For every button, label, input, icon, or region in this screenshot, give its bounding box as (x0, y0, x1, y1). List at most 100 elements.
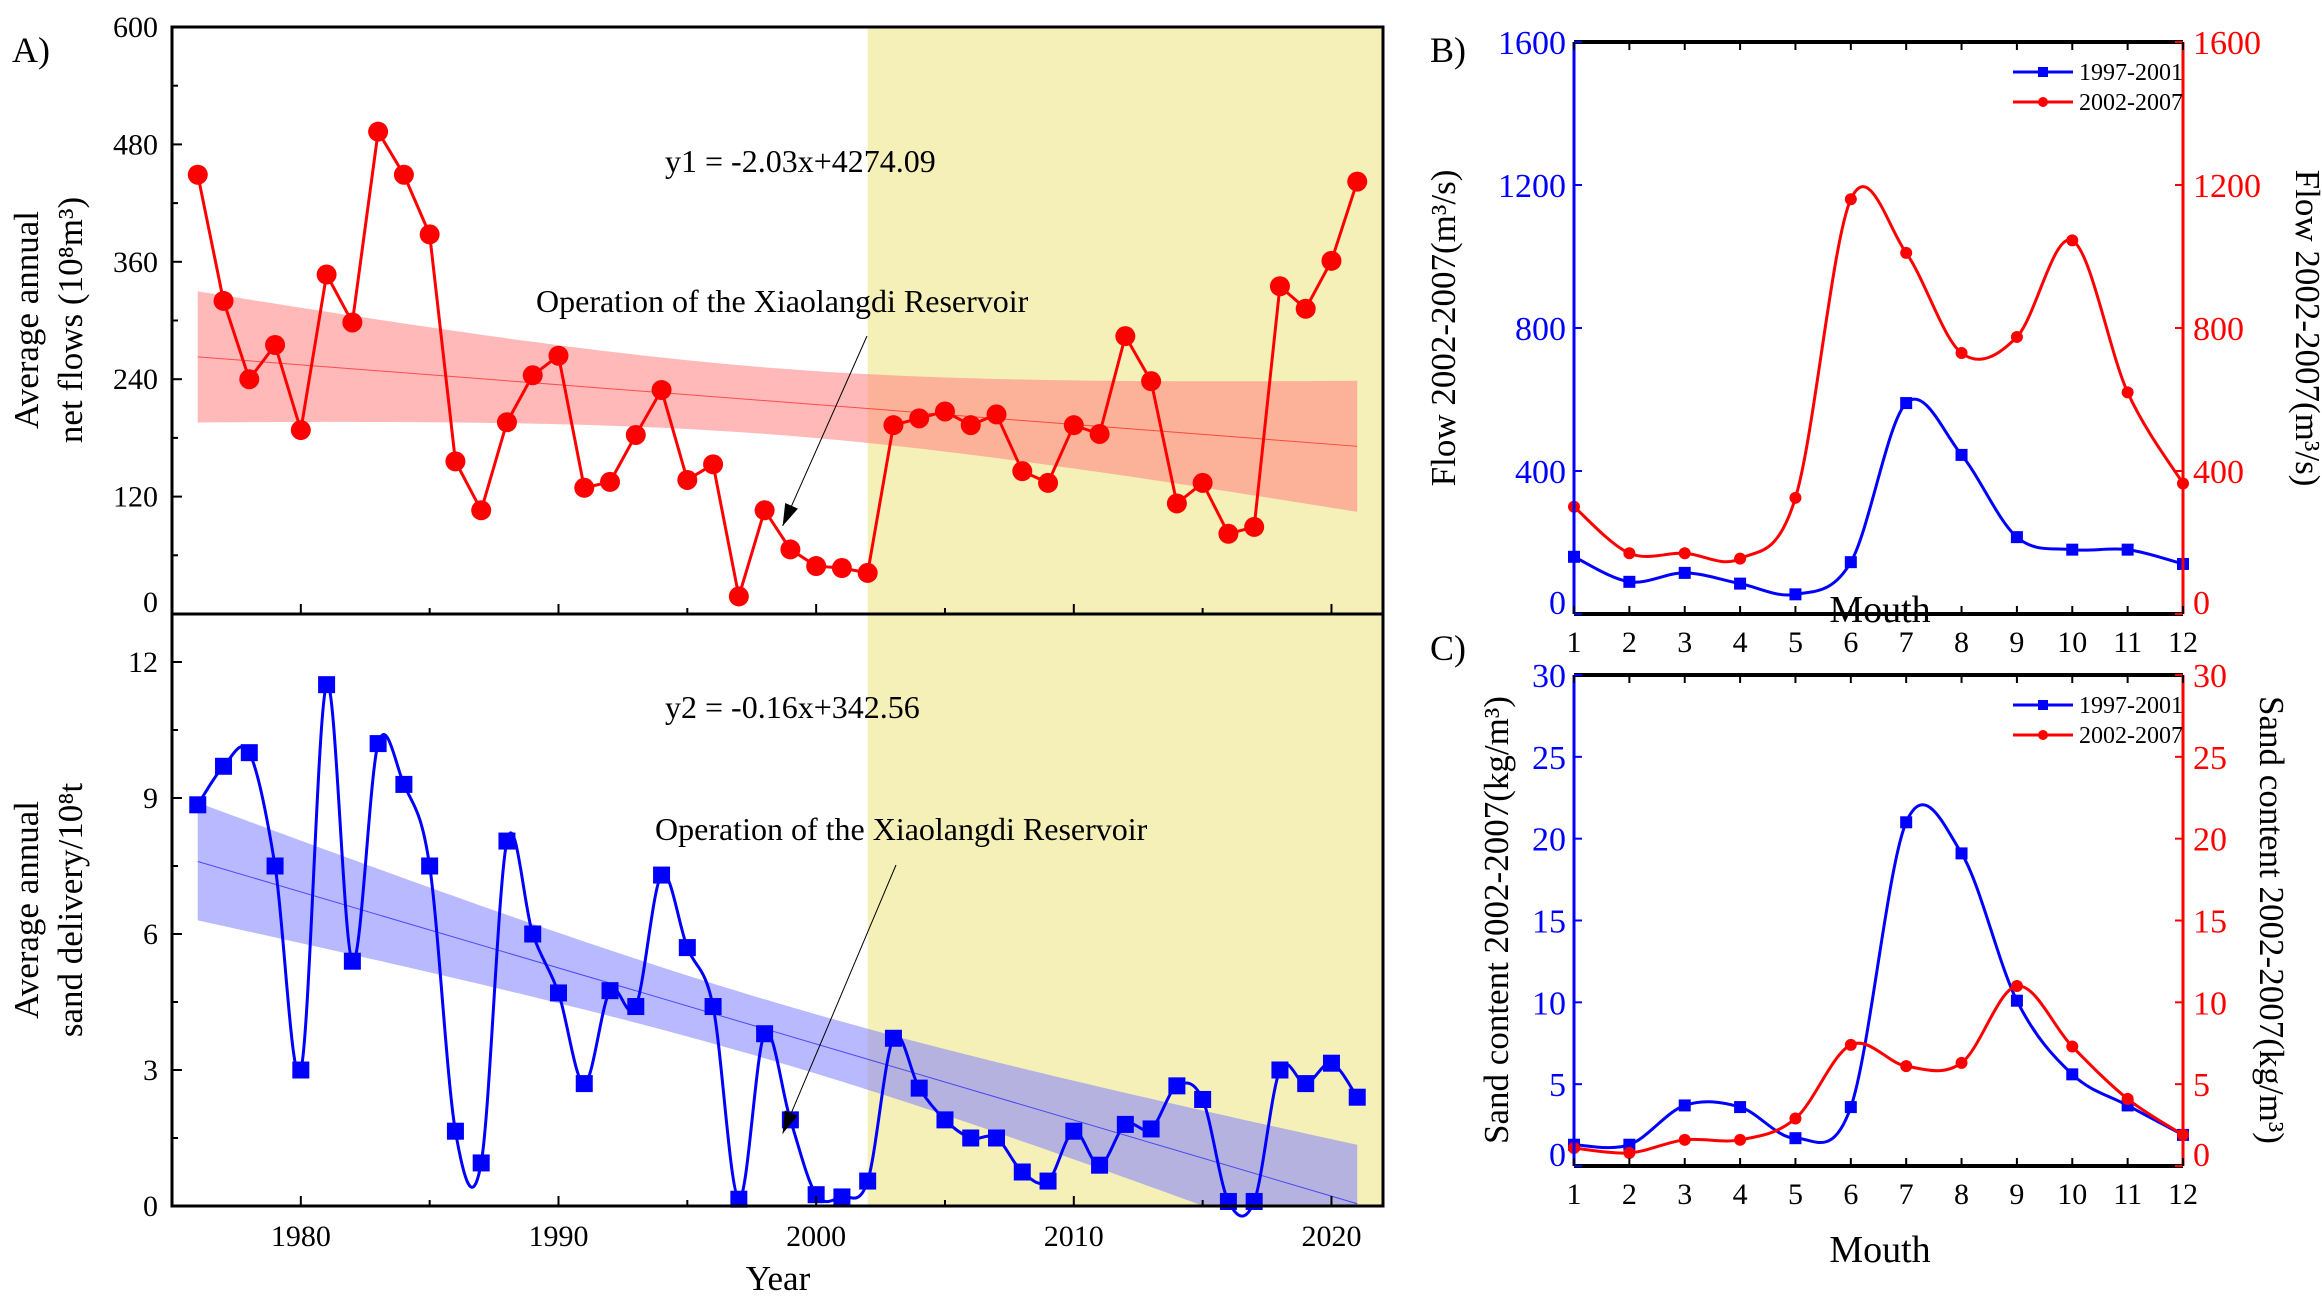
data-point (1295, 298, 1316, 319)
left-y-tick-label: 0 (1549, 585, 1566, 622)
data-point (2010, 994, 2023, 1007)
data-point (730, 1190, 748, 1208)
data-point (1734, 1133, 1747, 1146)
trend-line (197, 356, 1358, 447)
left-y-tick-label: 1200 (1498, 168, 1566, 205)
legend-label: 2002-2007 (2079, 723, 2183, 749)
data-point (1297, 1075, 1315, 1093)
data-point (1218, 523, 1239, 544)
data-point (2066, 234, 2079, 247)
data-point (471, 500, 492, 521)
data-point (266, 857, 284, 875)
data-point (677, 469, 698, 490)
x-tick-label: 4 (1733, 626, 1748, 659)
data-point (1141, 371, 1162, 392)
right-y-tick-label: 5 (2193, 1067, 2210, 1104)
data-point (653, 866, 671, 884)
data-point (1678, 566, 1691, 579)
data-point (1321, 250, 1342, 271)
left-y-tick-label: 1600 (1498, 25, 1566, 62)
x-tick-label: 2020 (1301, 1220, 1361, 1253)
data-point (831, 558, 852, 579)
panel-label-c: C) (1430, 628, 1466, 668)
y-tick-label: 9 (143, 782, 158, 815)
data-point (290, 420, 311, 441)
data-point (1789, 1132, 1802, 1145)
data-point (1623, 547, 1636, 560)
data-point (2121, 543, 2134, 556)
x-tick-label: 9 (2009, 1178, 2024, 1211)
data-point (883, 415, 904, 436)
data-point (318, 676, 336, 694)
data-point (2066, 1040, 2079, 1053)
x-tick-label: 6 (1843, 1178, 1858, 1211)
data-point (342, 312, 363, 333)
right-y-tick-label: 30 (2193, 658, 2227, 695)
annotation-top: Operation of the Xiaolangdi Reservoir (536, 283, 1029, 319)
data-point (1900, 246, 1913, 259)
x-tick-label: 10 (2057, 626, 2087, 659)
data-point (549, 984, 567, 1002)
x-tick-label: 6 (1843, 626, 1858, 659)
x-axis-title-b: Mouth (1829, 589, 1930, 631)
x-tick-label: 2010 (1044, 1220, 1104, 1253)
equation-y1: y1 = -2.03x+4274.09 (665, 143, 936, 179)
annotation-arrowhead (782, 1110, 798, 1134)
series-line (196, 127, 1359, 597)
right-y-tick-label: 1200 (2193, 168, 2261, 205)
left-y-tick-label: 800 (1515, 311, 1566, 348)
data-point (2038, 97, 2048, 107)
right-y-tick-label: 1600 (2193, 25, 2261, 62)
right-y-tick-label: 20 (2193, 822, 2227, 859)
data-point (2121, 1092, 2134, 1105)
data-point (754, 500, 775, 521)
x-tick-label: 2 (1622, 626, 1637, 659)
y-tick-label: 6 (143, 918, 158, 951)
y-tick-label: 360 (113, 246, 158, 279)
x-tick-label: 8 (1954, 1178, 1969, 1211)
x-tick-label: 3 (1677, 626, 1692, 659)
data-point (986, 404, 1007, 425)
right-y-tick-label: 0 (2193, 585, 2210, 622)
x-tick-label: 5 (1788, 626, 1803, 659)
y-tick-label: 0 (143, 1190, 158, 1223)
data-point (600, 471, 621, 492)
data-point (1678, 547, 1691, 560)
panel-a-net-flows: 0 120 240 360 480 600 (113, 11, 1385, 619)
y-tick-label: 600 (113, 11, 158, 44)
data-point (445, 451, 466, 472)
data-point (936, 1111, 954, 1129)
x-tick-label: 10 (2057, 1178, 2087, 1211)
x-tick-label: 12 (2168, 1178, 2198, 1211)
left-y-tick-label: 25 (1532, 740, 1566, 777)
data-point (575, 1075, 593, 1093)
annotation-bottom: Operation of the Xiaolangdi Reservoir (655, 811, 1148, 847)
data-point (1623, 1146, 1636, 1159)
x-axis-title-a: Year (746, 1259, 811, 1298)
data-point (343, 952, 361, 970)
data-point (1678, 1133, 1691, 1146)
data-point (1192, 472, 1213, 493)
data-point (1065, 1122, 1083, 1140)
data-point (1844, 193, 1857, 206)
x-tick-label: 11 (2113, 626, 2142, 659)
data-point (1089, 423, 1110, 444)
left-y-tick-label: 400 (1515, 454, 1566, 491)
x-tick-label: 4 (1733, 1178, 1748, 1211)
data-point (1955, 448, 1968, 461)
data-point (1039, 1172, 1057, 1190)
confidence-band (197, 802, 1358, 1206)
y-axis-title-c-right: Sand content 2002-2007(kg/m³) (2252, 696, 2291, 1144)
data-point (625, 424, 646, 445)
data-point (678, 939, 696, 957)
legend-label: 2002-2007 (2079, 90, 2183, 116)
data-point (1900, 397, 1913, 410)
x-tick-label: 1 (1567, 1178, 1582, 1211)
y-axis-title-b-right: Flow 2002-2007(m³/s) (2288, 170, 2322, 487)
data-point (934, 401, 955, 422)
data-point (807, 1186, 825, 1204)
x-tick-label: 1980 (271, 1220, 331, 1253)
x-tick-label: 2000 (786, 1220, 846, 1253)
data-point (1789, 491, 1802, 504)
